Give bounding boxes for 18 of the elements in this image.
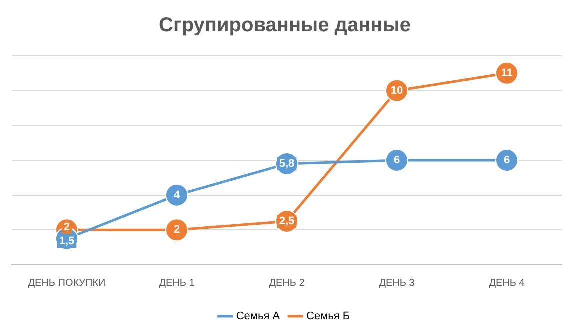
data-label: 11 — [501, 67, 513, 80]
data-label: 2,5 — [279, 215, 295, 228]
chart-title: Сгрупированные данные — [159, 14, 411, 37]
x-tick-label: ДЕНЬ ПОКУПКИ — [28, 278, 106, 289]
data-label: 2 — [174, 224, 180, 236]
data-label: 5,8 — [279, 158, 295, 170]
legend-label: Семья А — [236, 310, 281, 323]
data-label: 1,5 — [59, 236, 75, 248]
x-tick-label: ДЕНЬ 2 — [269, 278, 306, 289]
data-label: 6 — [504, 154, 510, 167]
legend-label: Семья Б — [306, 310, 350, 323]
data-label: 6 — [394, 154, 400, 167]
x-tick-label: ДЕНЬ 3 — [379, 278, 416, 289]
x-tick-label: ДЕНЬ 1 — [159, 278, 196, 289]
data-label: 10 — [390, 84, 404, 97]
data-label: 4 — [174, 189, 181, 202]
x-tick-label: ДЕНЬ 4 — [489, 278, 526, 289]
data-label: 2 — [64, 222, 70, 234]
